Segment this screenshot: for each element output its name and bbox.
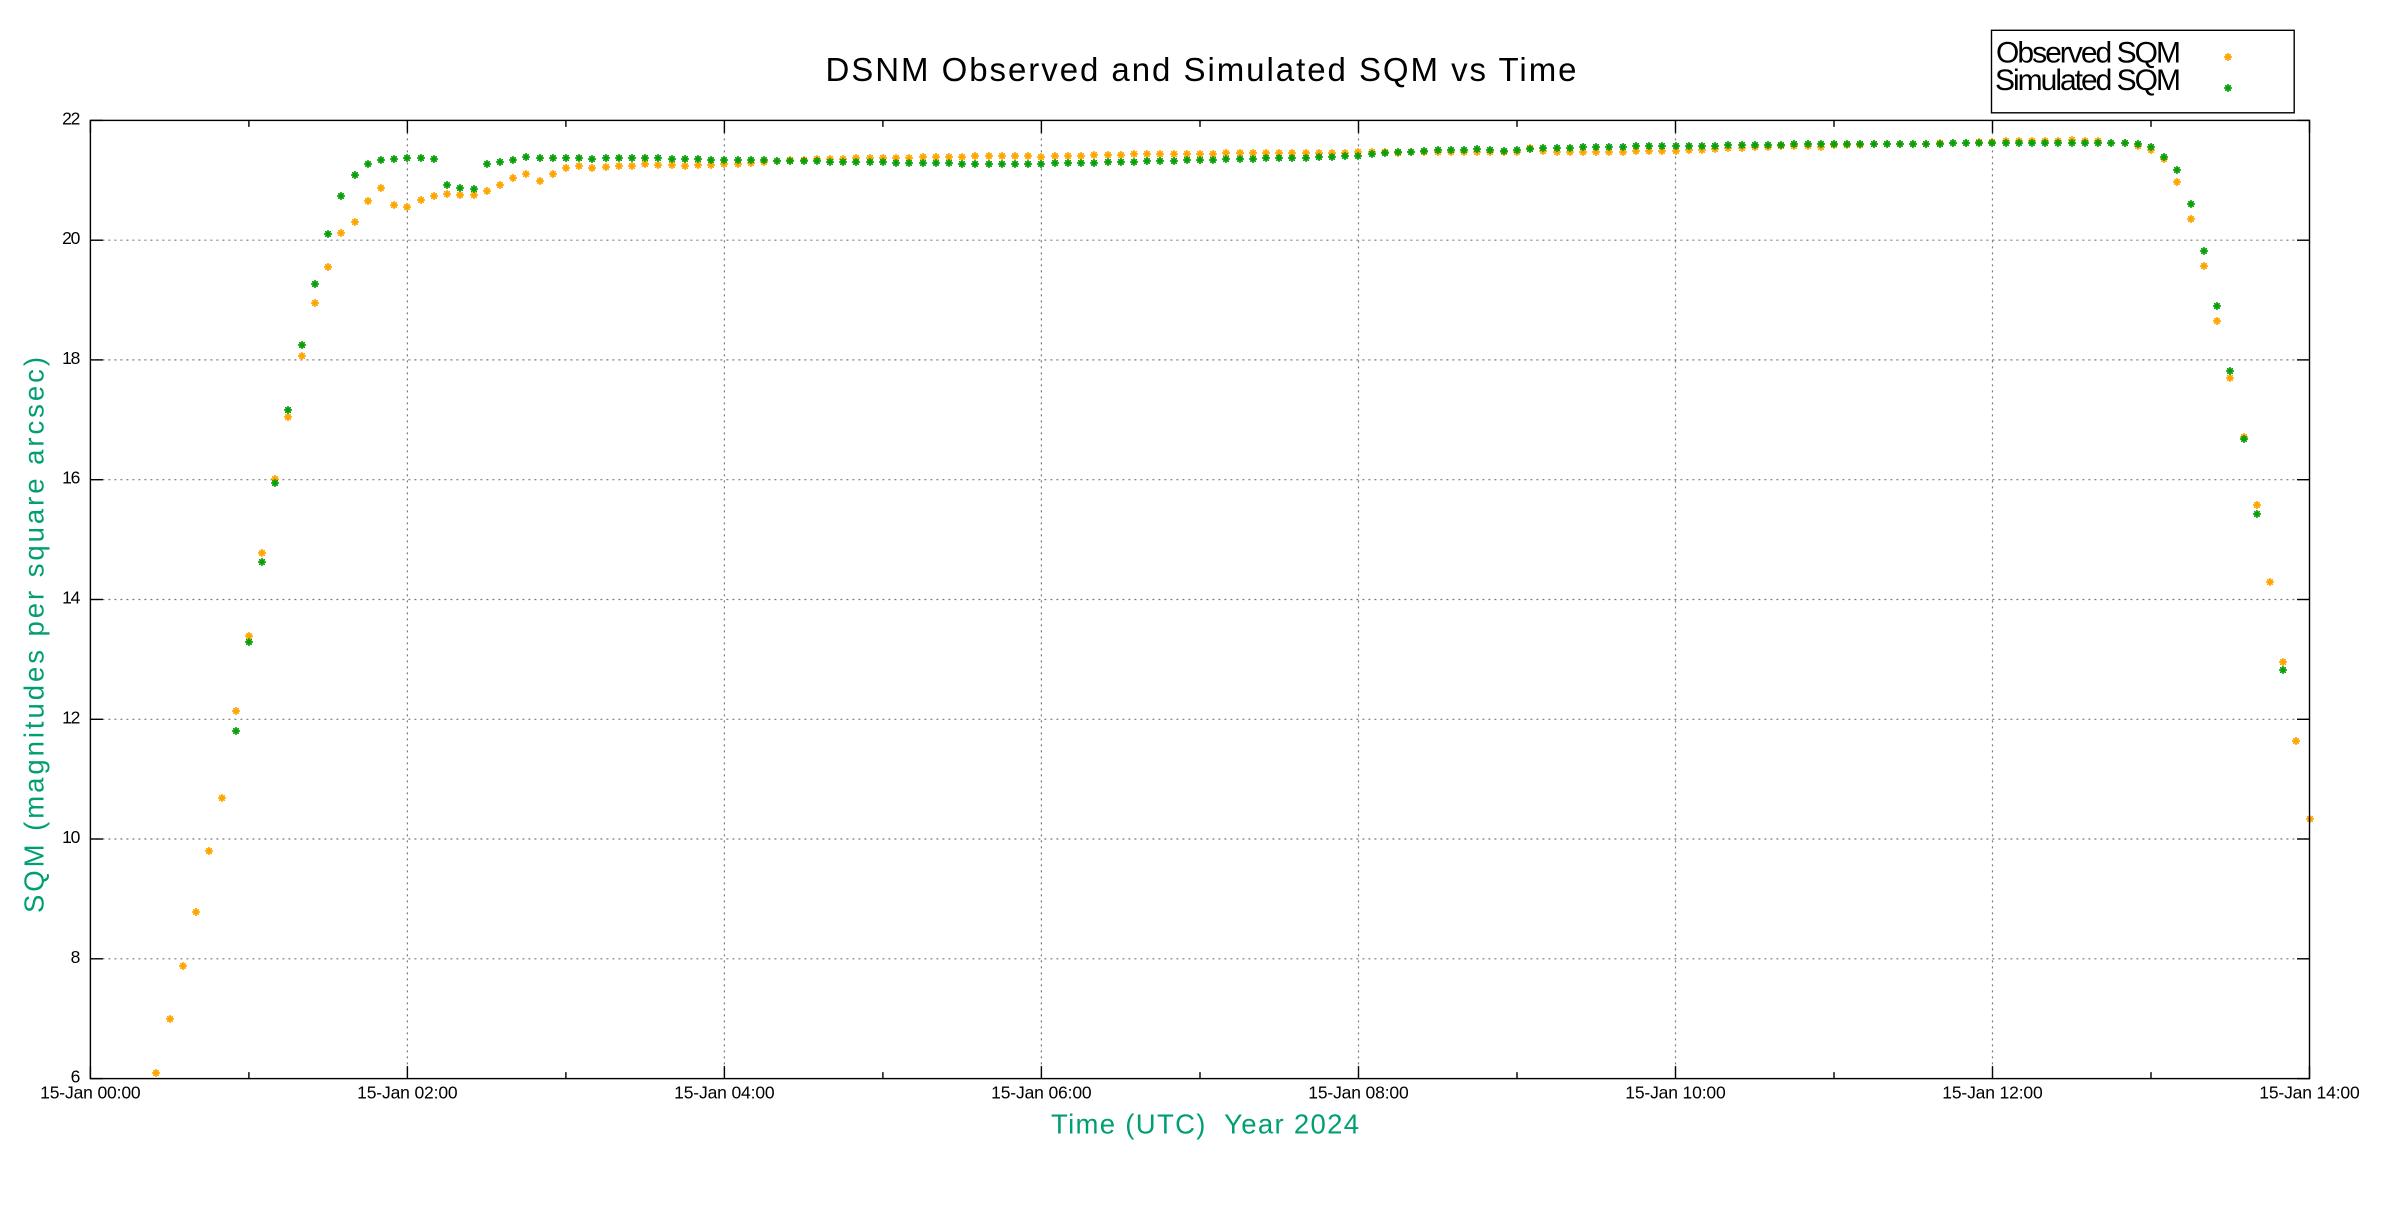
svg-text:15-Jan 10:00: 15-Jan 10:00 bbox=[1625, 1083, 1726, 1103]
svg-text:SQM (magnitudes per square arc: SQM (magnitudes per square arcsec) bbox=[19, 357, 50, 913]
svg-text:15-Jan 00:00: 15-Jan 00:00 bbox=[40, 1083, 141, 1103]
svg-text:Time (UTC) Year 2024: Time (UTC) Year 2024 bbox=[1051, 1109, 1359, 1140]
svg-text:15-Jan 14:00: 15-Jan 14:00 bbox=[2259, 1083, 2360, 1103]
svg-text:15-Jan 02:00: 15-Jan 02:00 bbox=[357, 1083, 458, 1103]
svg-text:14: 14 bbox=[62, 588, 80, 608]
svg-text:18: 18 bbox=[62, 348, 80, 368]
svg-text:8: 8 bbox=[71, 947, 81, 967]
svg-text:12: 12 bbox=[62, 707, 80, 727]
svg-text:Simulated SQM: Simulated SQM bbox=[1995, 64, 2181, 97]
svg-text:6: 6 bbox=[71, 1067, 81, 1087]
svg-text:Observed SQM: Observed SQM bbox=[1996, 36, 2181, 69]
svg-text:15-Jan 04:00: 15-Jan 04:00 bbox=[674, 1083, 775, 1103]
svg-text:16: 16 bbox=[62, 468, 80, 488]
svg-text:15-Jan 12:00: 15-Jan 12:00 bbox=[1942, 1083, 2043, 1103]
svg-text:15-Jan 06:00: 15-Jan 06:00 bbox=[991, 1083, 1092, 1103]
svg-text:22: 22 bbox=[62, 108, 80, 128]
svg-text:10: 10 bbox=[62, 827, 80, 847]
svg-text:15-Jan 08:00: 15-Jan 08:00 bbox=[1308, 1083, 1409, 1103]
svg-text:DSNM Observed and Simulated SQ: DSNM Observed and Simulated SQM vs Time bbox=[826, 51, 1577, 88]
svg-text:20: 20 bbox=[62, 228, 80, 248]
